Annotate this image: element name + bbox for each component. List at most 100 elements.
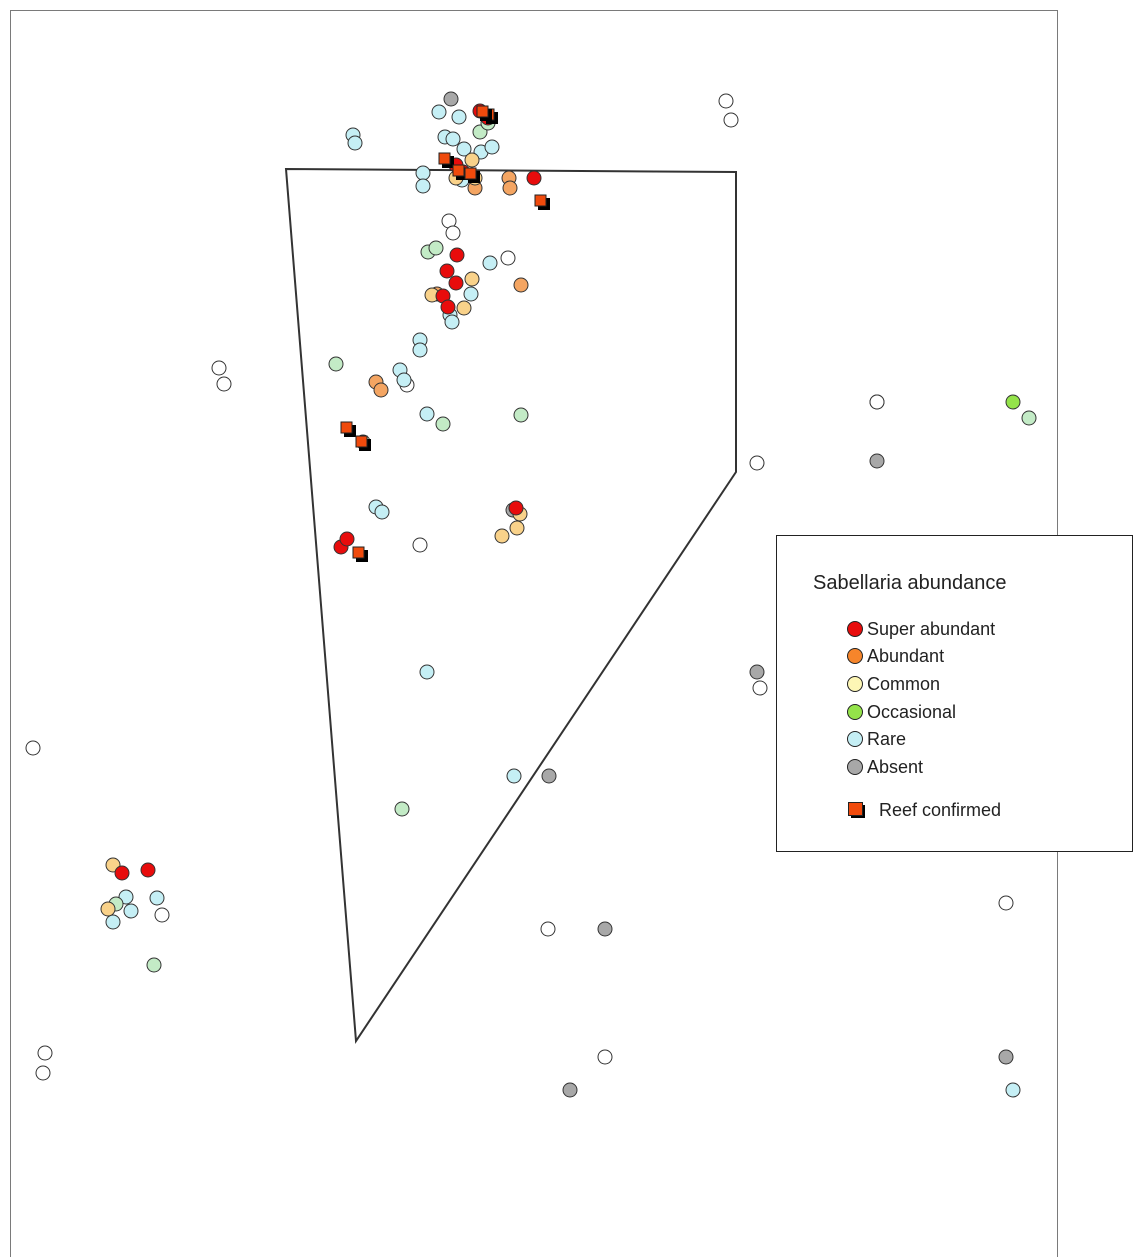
sample-point-unsampled: [723, 112, 739, 128]
sample-point-super: [339, 531, 355, 547]
sample-point-abundant: [513, 277, 529, 293]
sample-point-pale-green: [428, 240, 444, 256]
sample-point-rare: [419, 406, 435, 422]
sample-point-rare: [123, 903, 139, 919]
sample-point-unsampled: [412, 537, 428, 553]
common-swatch-icon: [847, 676, 863, 692]
sample-point-rare: [431, 104, 447, 120]
sample-point-unsampled: [25, 740, 41, 756]
sample-point-rare: [463, 286, 479, 302]
sample-point-super: [140, 862, 156, 878]
sample-point-unsampled: [211, 360, 227, 376]
sample-point-unsampled: [597, 1049, 613, 1065]
sample-point-rare: [412, 342, 428, 358]
legend-item-absent: Absent: [847, 755, 923, 779]
legend-item-common: Common: [847, 672, 940, 696]
reef-confirmed-marker: [476, 105, 492, 121]
sample-point-common: [464, 271, 480, 287]
sample-point-rare: [415, 165, 431, 181]
reef-confirmed-marker: [340, 421, 356, 437]
sample-point-pale-green: [328, 356, 344, 372]
sample-point-unsampled: [718, 93, 734, 109]
sample-point-occasional: [1005, 394, 1021, 410]
sample-point-common: [494, 528, 510, 544]
sample-point-unsampled: [154, 907, 170, 923]
sample-point-rare: [1005, 1082, 1021, 1098]
sample-point-pale-green: [1021, 410, 1037, 426]
sample-point-rare: [484, 139, 500, 155]
legend-item-occasional: Occasional: [847, 700, 956, 724]
sample-point-unsampled: [752, 680, 768, 696]
legend-label: Common: [867, 673, 941, 694]
sample-point-super: [440, 299, 456, 315]
reef-confirmed-marker: [352, 546, 368, 562]
sample-point-rare: [396, 372, 412, 388]
sample-point-absent: [597, 921, 613, 937]
reef-confirmed-marker: [534, 194, 550, 210]
abundant-swatch-icon: [847, 648, 863, 664]
sample-point-unsampled: [869, 394, 885, 410]
sample-point-rare: [415, 178, 431, 194]
sample-point-rare: [347, 135, 363, 151]
rare-swatch-icon: [847, 731, 863, 747]
legend-item-abundant: Abundant: [847, 644, 944, 668]
sample-point-unsampled: [37, 1045, 53, 1061]
sample-point-common: [464, 152, 480, 168]
sample-point-unsampled: [749, 455, 765, 471]
sample-point-absent: [443, 91, 459, 107]
sample-point-rare: [374, 504, 390, 520]
sample-point-rare: [506, 768, 522, 784]
sample-point-rare: [456, 141, 472, 157]
sample-point-rare: [149, 890, 165, 906]
sample-point-abundant: [502, 180, 518, 196]
legend-label: Rare: [867, 728, 907, 749]
sample-point-absent: [749, 664, 765, 680]
sample-point-super: [114, 865, 130, 881]
sample-points-layer: [25, 91, 1037, 1098]
legend-label: Absent: [867, 756, 924, 777]
reef-confirmed-marker: [438, 152, 454, 168]
sample-point-rare: [444, 314, 460, 330]
sample-point-pale-green: [146, 957, 162, 973]
legend-item-rare: Rare: [847, 727, 906, 751]
sample-point-super: [449, 247, 465, 263]
sample-point-rare: [445, 131, 461, 147]
sample-point-super: [526, 170, 542, 186]
occasional-swatch-icon: [847, 704, 863, 720]
sample-point-super: [439, 263, 455, 279]
sample-point-rare: [419, 664, 435, 680]
sample-point-common: [509, 520, 525, 536]
sample-point-common: [100, 901, 116, 917]
sample-point-pale-green: [394, 801, 410, 817]
sample-point-pale-green: [513, 407, 529, 423]
legend: Sabellaria abundance Super abundant Abun…: [776, 535, 1133, 852]
legend-label: Occasional: [867, 701, 957, 722]
sample-point-unsampled: [216, 376, 232, 392]
legend-label: Abundant: [867, 645, 945, 666]
sample-point-rare: [451, 109, 467, 125]
reef-icon-face: [848, 802, 863, 816]
sample-point-absent: [562, 1082, 578, 1098]
super-abundant-swatch-icon: [847, 621, 863, 637]
absent-swatch-icon: [847, 759, 863, 775]
sample-point-super: [508, 500, 524, 516]
sample-point-unsampled: [540, 921, 556, 937]
sample-point-unsampled: [35, 1065, 51, 1081]
reef-confirmed-marker: [355, 435, 371, 451]
sample-point-pale-green: [435, 416, 451, 432]
sample-point-common: [456, 300, 472, 316]
survey-area-boundary: [284, 167, 737, 1044]
sample-point-super: [448, 275, 464, 291]
sample-point-absent: [998, 1049, 1014, 1065]
legend-label: Super abundant: [867, 618, 996, 639]
legend-title: Sabellaria abundance: [813, 572, 1007, 594]
sample-point-rare: [482, 255, 498, 271]
sample-point-absent: [869, 453, 885, 469]
sample-point-unsampled: [500, 250, 516, 266]
legend-item-super-abundant: Super abundant: [847, 617, 995, 641]
reef-confirmed-icon: [847, 801, 867, 819]
sample-point-unsampled: [445, 225, 461, 241]
sample-point-abundant: [373, 382, 389, 398]
legend-item-reef-confirmed: Reef confirmed: [847, 798, 1001, 822]
reef-confirmed-marker: [464, 167, 480, 183]
